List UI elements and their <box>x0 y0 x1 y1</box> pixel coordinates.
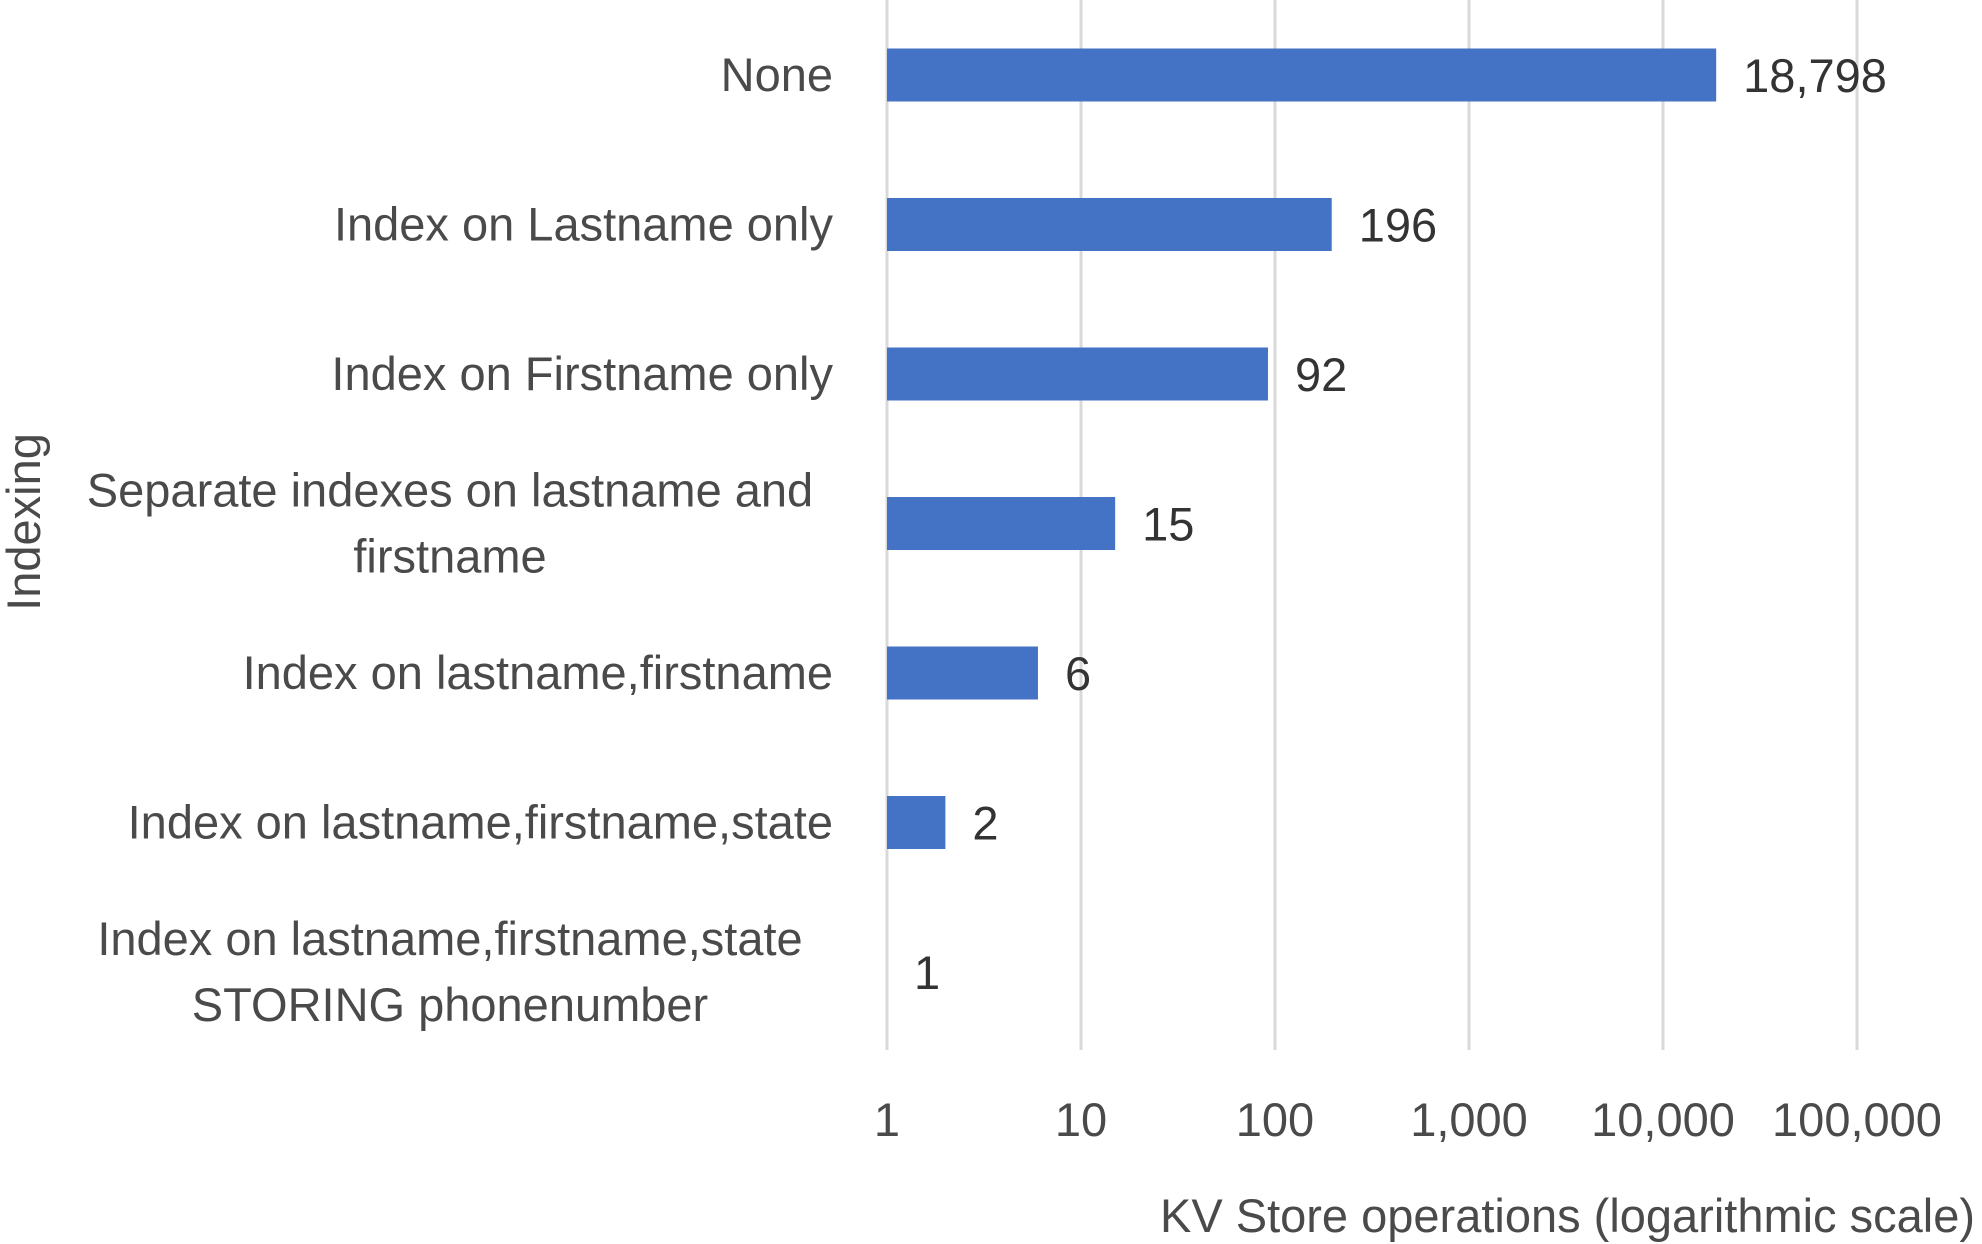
data-label: 92 <box>1295 348 1347 401</box>
y-axis-title: Indexing <box>0 433 50 611</box>
bar <box>887 646 1038 700</box>
data-labels: 18,798 196 92 15 6 2 1 <box>914 49 1887 999</box>
category-label: None <box>721 48 833 101</box>
bar <box>887 796 946 849</box>
category-label: Index on lastname,firstname,state <box>128 796 833 849</box>
data-label: 2 <box>972 797 998 850</box>
x-tick-labels: 1 10 100 1,000 10,000 100,000 <box>874 1093 1942 1146</box>
bar <box>887 198 1332 251</box>
data-label: 6 <box>1065 647 1091 700</box>
x-tick-label: 10 <box>1055 1093 1107 1146</box>
category-label: Index on Firstname only <box>331 347 833 400</box>
data-label: 1 <box>914 946 940 999</box>
data-label: 18,798 <box>1743 49 1887 102</box>
grid-lines <box>885 0 1859 1050</box>
bar <box>887 48 1717 102</box>
x-axis-title: KV Store operations (logarithmic scale) <box>1160 1189 1975 1242</box>
bar <box>887 497 1116 550</box>
category-label: STORING phonenumber <box>192 978 708 1031</box>
category-label: Separate indexes on lastname and <box>87 464 813 517</box>
x-tick-label: 1 <box>874 1093 900 1146</box>
bars <box>887 48 1717 849</box>
x-tick-label: 10,000 <box>1591 1093 1735 1146</box>
category-label: Index on Lastname only <box>334 198 834 251</box>
category-label: Index on lastname,firstname,state <box>97 912 802 965</box>
x-tick-label: 1,000 <box>1410 1093 1528 1146</box>
category-labels: None Index on Lastname only Index on First… <box>87 48 834 1031</box>
x-tick-label: 100,000 <box>1772 1093 1942 1146</box>
x-tick-label: 100 <box>1236 1093 1314 1146</box>
category-label: Index on lastname,firstname <box>243 646 833 699</box>
data-label: 15 <box>1142 498 1194 551</box>
data-label: 196 <box>1359 199 1437 252</box>
category-label: firstname <box>353 530 546 583</box>
bar <box>887 347 1268 401</box>
